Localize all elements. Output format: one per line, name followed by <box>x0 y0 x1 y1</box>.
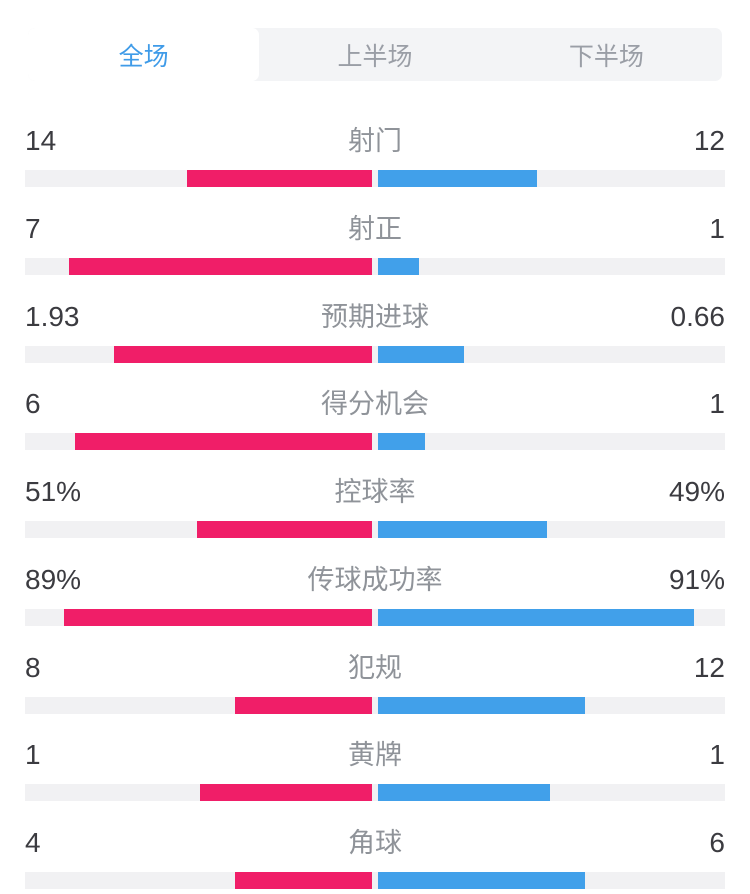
away-value: 1 <box>709 388 725 420</box>
away-value: 1 <box>709 212 725 244</box>
stat-bar-track <box>25 872 725 889</box>
stat-bar-track <box>25 257 725 275</box>
away-value: 91% <box>668 563 725 595</box>
home-value: 7 <box>25 212 41 244</box>
stat-bar-track <box>25 608 725 626</box>
away-value: 12 <box>693 125 725 156</box>
home-value: 14 <box>25 125 57 156</box>
stat-label: 射门 <box>348 126 402 156</box>
home-bar <box>63 608 372 626</box>
stat-row: 14 12 射门 <box>0 113 750 201</box>
home-value: 89% <box>25 563 82 595</box>
home-value: 4 <box>25 827 41 858</box>
stat-bar-track <box>25 784 725 802</box>
home-value: 1 <box>25 739 41 771</box>
home-bar <box>114 345 372 363</box>
stat-bar-track <box>25 433 725 451</box>
stat-label: 预期进球 <box>321 301 429 332</box>
stat-label: 射正 <box>348 213 402 244</box>
period-tabbar: 全场 上半场 下半场 <box>28 28 722 81</box>
stat-row: 1 1 黄牌 <box>0 727 750 815</box>
away-bar <box>378 784 550 802</box>
home-bar <box>235 872 372 889</box>
tab-first-half[interactable]: 上半场 <box>337 42 413 71</box>
home-bar <box>196 521 372 538</box>
stats-list: 14 12 射门 7 1 射正 1.93 0.66 预期进球 <box>0 113 750 894</box>
home-value: 8 <box>25 651 41 683</box>
stat-bar-track <box>25 170 725 187</box>
stat-row: 6 1 得分机会 <box>0 376 750 464</box>
tab-second-half[interactable]: 下半场 <box>568 42 644 71</box>
stat-row: 4 6 角球 <box>0 815 750 894</box>
away-bar <box>378 696 585 714</box>
stat-label: 传球成功率 <box>307 564 443 595</box>
stat-bar-track <box>25 521 725 538</box>
stat-label: 控球率 <box>334 477 416 507</box>
away-bar <box>378 521 547 538</box>
home-value: 51% <box>25 476 82 507</box>
away-value: 49% <box>668 476 725 507</box>
stat-bar-track <box>25 345 725 363</box>
stat-label: 犯规 <box>348 652 402 683</box>
stat-row: 51% 49% 控球率 <box>0 464 750 552</box>
stat-row: 1.93 0.66 预期进球 <box>0 289 750 377</box>
stat-row: 7 1 射正 <box>0 201 750 289</box>
away-bar <box>378 608 694 626</box>
away-bar <box>378 170 537 187</box>
tab-full-match[interactable]: 全场 <box>28 28 260 81</box>
home-value: 1.93 <box>25 300 80 332</box>
away-bar <box>378 257 419 275</box>
stat-label: 得分机会 <box>321 389 429 420</box>
stat-label: 角球 <box>348 828 402 858</box>
home-bar <box>235 696 372 714</box>
away-value: 0.66 <box>670 300 726 332</box>
home-value: 6 <box>25 388 41 420</box>
home-bar <box>75 433 372 451</box>
away-value: 12 <box>693 651 725 683</box>
away-bar <box>378 872 585 889</box>
home-bar <box>186 170 372 187</box>
away-value: 6 <box>709 827 725 858</box>
stat-label: 黄牌 <box>348 740 402 771</box>
away-bar <box>378 345 465 363</box>
home-bar <box>68 257 372 275</box>
away-bar <box>378 433 425 451</box>
stat-bar-track <box>25 696 725 714</box>
home-bar <box>200 784 372 802</box>
away-value: 1 <box>709 739 725 771</box>
stat-row: 89% 91% 传球成功率 <box>0 552 750 640</box>
stat-row: 8 12 犯规 <box>0 640 750 728</box>
